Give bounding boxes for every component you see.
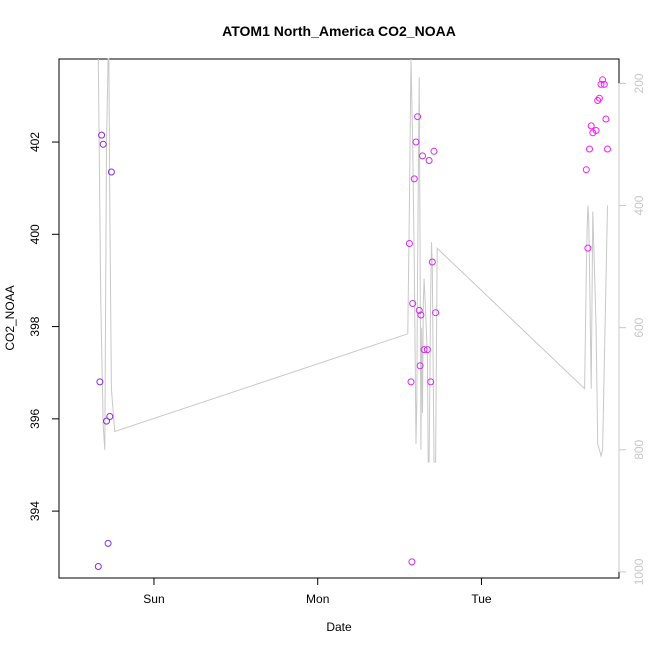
x-tick-label: Tue — [471, 592, 492, 606]
co2-point — [96, 378, 104, 386]
y-tick-label: 394 — [28, 501, 42, 521]
co2-point — [587, 122, 595, 130]
co2-point — [425, 157, 433, 164]
y-tick-label: 396 — [28, 409, 42, 429]
co2-point — [432, 309, 440, 317]
co2-point — [604, 145, 611, 153]
co2-point — [407, 378, 415, 386]
co2-point — [584, 244, 592, 252]
co2-point — [103, 417, 110, 425]
co2-point — [107, 168, 115, 176]
co2-point — [417, 311, 425, 319]
secondary-y-tick-label: 200 — [632, 73, 646, 93]
co2-point — [408, 558, 416, 566]
x-axis-label: Date — [326, 620, 352, 634]
co2-point — [104, 539, 112, 547]
co2-point — [427, 378, 435, 386]
co2-point — [409, 300, 417, 307]
co2-point — [592, 127, 600, 134]
x-tick-label: Sun — [143, 592, 164, 606]
co2-point — [599, 76, 607, 84]
x-axis: Sun Mon Tue — [143, 577, 492, 606]
co2-point — [602, 115, 610, 123]
co2-point — [106, 413, 114, 420]
co2-point — [416, 362, 424, 370]
co2-point — [600, 80, 608, 88]
co2-point — [423, 346, 431, 354]
pressure-line — [97, 58, 608, 463]
y-tick-label: 402 — [28, 132, 42, 152]
co2-point — [419, 152, 426, 160]
co2-point — [410, 175, 418, 183]
co2-point — [99, 140, 107, 148]
co2-point — [586, 145, 593, 153]
co2-point — [414, 113, 422, 121]
co2-point — [595, 94, 603, 102]
y-axis: 394 396 398 400 402 — [28, 132, 60, 521]
secondary-y-tick-label: 1000 — [632, 558, 646, 585]
co2-point — [98, 131, 106, 139]
co2-point — [94, 563, 102, 570]
secondary-y-tick-label: 400 — [632, 195, 646, 215]
co2-point — [412, 138, 420, 146]
secondary-y-tick-label: 800 — [632, 439, 646, 459]
co2-point — [582, 166, 590, 174]
y-tick-label: 400 — [28, 224, 42, 244]
chart-title: ATOM1 North_America CO2_NOAA — [222, 23, 456, 39]
pressure-line-layer — [97, 58, 608, 463]
co2-point — [405, 240, 413, 247]
secondary-y-axis: 200 400 600 800 1000 — [618, 73, 646, 585]
co2-point — [597, 80, 605, 88]
co2-point — [428, 258, 436, 266]
co2-point — [420, 346, 428, 354]
secondary-y-tick-label: 600 — [632, 317, 646, 337]
y-axis-label: CO2_NOAA — [3, 285, 17, 350]
y-tick-label: 398 — [28, 316, 42, 336]
plot-area — [58, 58, 620, 579]
co2-points-layer — [94, 76, 611, 570]
co2-point — [415, 306, 423, 314]
x-tick-label: Mon — [306, 592, 329, 606]
co2-point — [430, 147, 438, 155]
